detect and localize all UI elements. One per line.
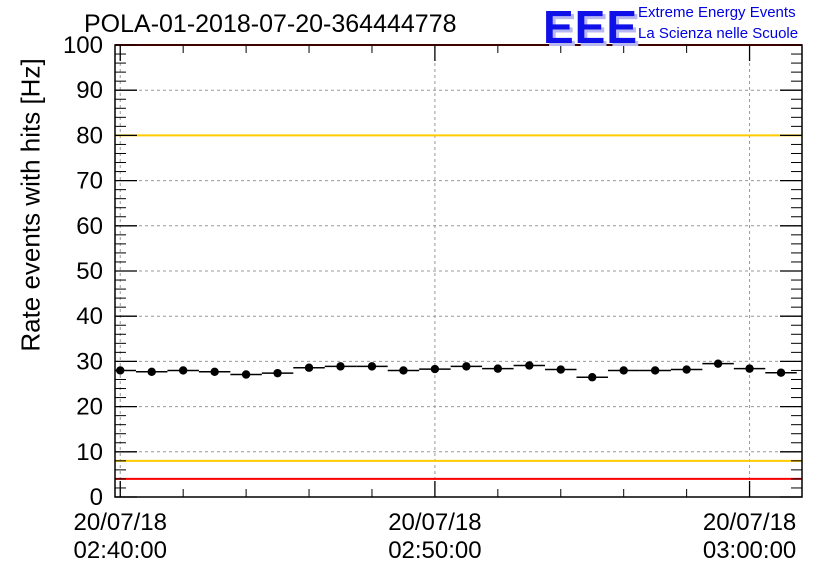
x-tick-time: 02:50:00 <box>388 537 481 564</box>
y-tick-label: 0 <box>90 484 103 511</box>
x-tick-date: 20/07/18 <box>388 509 481 536</box>
data-point <box>430 364 440 374</box>
x-tick-time: 02:40:00 <box>74 537 167 564</box>
grid-lines <box>115 45 802 497</box>
data-points <box>115 359 797 382</box>
y-tick-label: 100 <box>63 32 103 59</box>
y-tick-label: 80 <box>76 122 103 149</box>
data-point <box>682 365 691 374</box>
data-point <box>210 367 219 376</box>
y-tick-label: 50 <box>76 258 103 285</box>
data-point <box>650 366 660 375</box>
x-tick-labels: 20/07/1802:40:0020/07/1802:50:0020/07/18… <box>74 509 797 564</box>
data-point <box>776 368 786 377</box>
data-point <box>462 362 471 371</box>
x-tick-date: 20/07/18 <box>74 509 167 536</box>
data-point <box>147 367 156 376</box>
data-point <box>619 366 628 375</box>
data-point <box>745 364 754 373</box>
data-point <box>525 361 534 370</box>
eee-logo: EEE <box>543 1 639 53</box>
logo-subtitle-2: La Scienza nelle Scuole <box>638 25 799 42</box>
y-tick-label: 40 <box>76 303 103 330</box>
y-tick-label: 60 <box>76 213 103 240</box>
data-point <box>241 370 251 379</box>
data-point <box>493 364 503 373</box>
data-point <box>556 365 565 374</box>
y-tick-label: 20 <box>76 394 103 421</box>
data-point <box>367 362 377 371</box>
y-tick-label: 10 <box>76 439 103 466</box>
data-point <box>713 359 723 368</box>
data-point <box>304 363 314 372</box>
axis-ticks <box>115 44 802 498</box>
y-tick-label: 30 <box>76 348 103 375</box>
y-tick-labels: 0 10 20 30 40 50 60 70 80 90 100 <box>63 32 103 511</box>
y-tick-label: 70 <box>76 168 103 195</box>
reference-lines <box>115 44 802 480</box>
x-tick-date: 20/07/18 <box>703 509 796 536</box>
data-point <box>336 362 345 371</box>
chart-title: POLA-01-2018-07-20-364444778 <box>84 10 457 38</box>
y-axis-label: Rate events with hits [Hz] <box>15 58 46 352</box>
x-tick-time: 03:00:00 <box>703 537 796 564</box>
logo-subtitle-1: Extreme Energy Events <box>638 4 796 21</box>
data-point <box>273 368 282 378</box>
data-point <box>399 366 408 375</box>
y-tick-label: 90 <box>76 77 103 104</box>
data-point <box>588 373 597 382</box>
data-point <box>178 366 188 375</box>
